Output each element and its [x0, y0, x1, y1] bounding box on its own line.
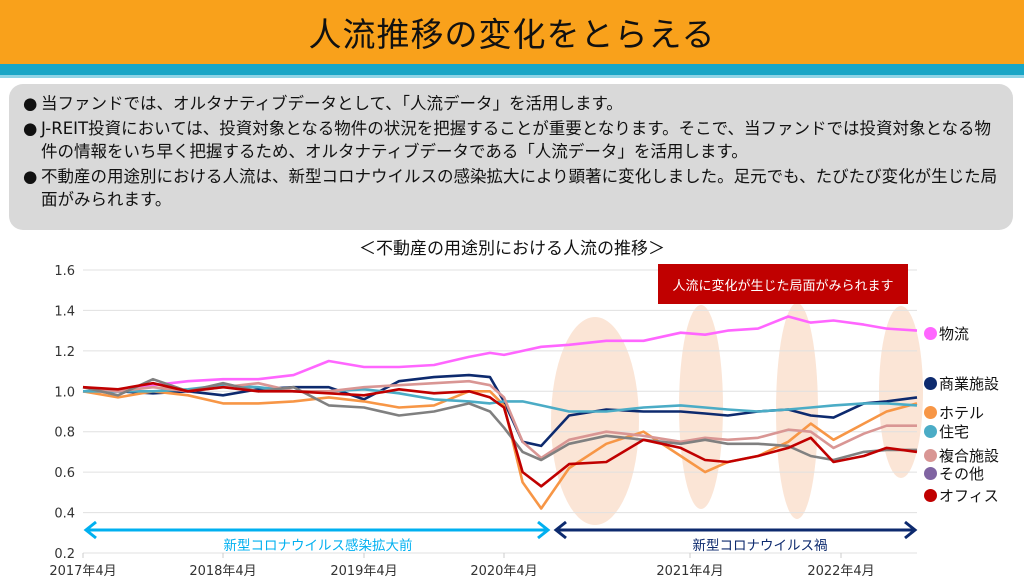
legend-item: 住宅 [924, 421, 969, 442]
x-tick-label: 2020年4月 [470, 564, 537, 579]
y-tick-label: 0.4 [54, 507, 75, 522]
legend-item: 複合施設 [924, 445, 999, 466]
covid-label: 新型コロナウイルス禍 [693, 538, 828, 554]
y-tick-label: 1.2 [54, 345, 75, 360]
legend-dot-icon [924, 449, 937, 462]
y-tick-label: 0.6 [54, 466, 75, 481]
legend-label: 商業施設 [939, 375, 1000, 393]
x-tick-label: 2018年4月 [189, 564, 256, 579]
y-tick-label: 1.6 [54, 264, 75, 279]
y-tick-label: 0.2 [54, 547, 75, 562]
annotation-box: 人流に変化が生じた局面がみられます [658, 264, 908, 304]
bullet-icon: ● [23, 94, 38, 113]
bullet-item: ● J-REIT投資においては、投資対象となる物件の状況を把握することが重要となり… [23, 117, 999, 163]
legend-dot-icon [924, 425, 937, 438]
legend-label: オフィス [939, 487, 999, 505]
legend-label: 住宅 [939, 423, 970, 441]
bullet-icon: ● [23, 119, 38, 138]
bullet-text: 当ファンドでは、オルタナティブデータとして、「人流データ」を活用します。 [41, 94, 623, 113]
x-tick-label: 2017年4月 [49, 564, 116, 579]
arrow-left-icon [83, 520, 97, 540]
series-line-住宅 [83, 383, 918, 413]
legend-dot-icon [924, 467, 937, 480]
x-tick-label: 2022年4月 [807, 564, 874, 579]
y-tick-label: 1.0 [54, 385, 75, 400]
bullet-icon: ● [23, 167, 38, 186]
arrow-right-icon [537, 520, 551, 540]
header-bar: 人流推移の変化をとらえる [0, 0, 1024, 64]
legend-item: 商業施設 [924, 373, 999, 394]
bullet-text: 不動産の用途別における人流は、新型コロナウイルスの感染拡大により顕著に変化しまし… [41, 167, 998, 209]
legend-item: ホテル [924, 402, 984, 423]
legend-dot-icon [924, 327, 937, 340]
legend-label: ホテル [939, 404, 985, 422]
legend-item: その他 [924, 463, 984, 484]
series-line-ホテル [82, 389, 918, 510]
legend-label: その他 [939, 465, 985, 483]
series-line-複合施設 [82, 379, 917, 460]
legend-dot-icon [924, 406, 937, 419]
legend-item: 物流 [924, 323, 969, 344]
legend-label: 物流 [939, 325, 970, 343]
bullet-item: ● 不動産の用途別における人流は、新型コロナウイルスの感染拡大により顕著に変化しま… [23, 165, 999, 211]
chart-title: ＜不動産の用途別における人流の推移＞ [359, 239, 665, 259]
bullet-item: ● 当ファンドでは、オルタナティブデータとして、「人流データ」を活用します。 [23, 92, 999, 115]
legend-dot-icon [924, 377, 937, 390]
series-line-物流 [83, 315, 918, 393]
y-tick-label: 0.8 [54, 426, 75, 441]
series-line-オフィス [82, 381, 918, 488]
accent-strip-light [0, 75, 1024, 78]
arrow-left-icon [553, 520, 567, 540]
x-tick-label: 2021年4月 [656, 564, 723, 579]
highlight-oval [879, 306, 923, 478]
y-tick-label: 1.4 [54, 304, 75, 319]
series-line-その他 [82, 377, 917, 462]
summary-box: ● 当ファンドでは、オルタナティブデータとして、「人流データ」を活用します。 ● J… [9, 84, 1013, 230]
x-tick-label: 2019年4月 [330, 564, 397, 579]
legend-label: 複合施設 [939, 447, 1000, 465]
legend-item: オフィス [924, 485, 999, 506]
arrow-right-icon [904, 520, 918, 540]
page-title: 人流推移の変化をとらえる [308, 15, 716, 54]
highlight-oval [551, 317, 639, 525]
accent-strip [0, 64, 1024, 75]
bullet-text: J-REIT投資においては、投資対象となる物件の状況を把握することが重要となりま… [41, 119, 991, 161]
legend-dot-icon [924, 489, 937, 502]
pre-covid-label: 新型コロナウイルス感染拡大前 [224, 537, 413, 554]
